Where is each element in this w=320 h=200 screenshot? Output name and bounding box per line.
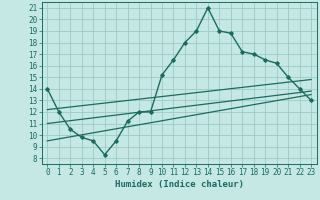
- X-axis label: Humidex (Indice chaleur): Humidex (Indice chaleur): [115, 180, 244, 189]
